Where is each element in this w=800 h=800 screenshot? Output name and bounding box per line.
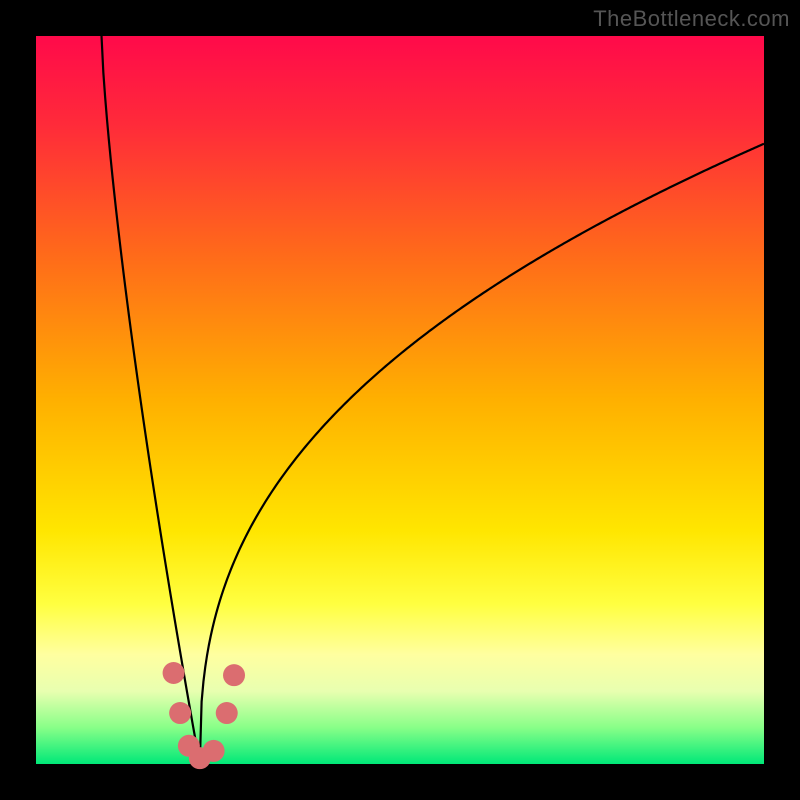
marker-point	[163, 662, 185, 684]
marker-point	[216, 702, 238, 724]
bottleneck-chart	[0, 0, 800, 800]
marker-point	[169, 702, 191, 724]
watermark-text: TheBottleneck.com	[593, 6, 790, 32]
marker-point	[203, 740, 225, 762]
plot-area	[36, 36, 764, 764]
marker-point	[223, 664, 245, 686]
